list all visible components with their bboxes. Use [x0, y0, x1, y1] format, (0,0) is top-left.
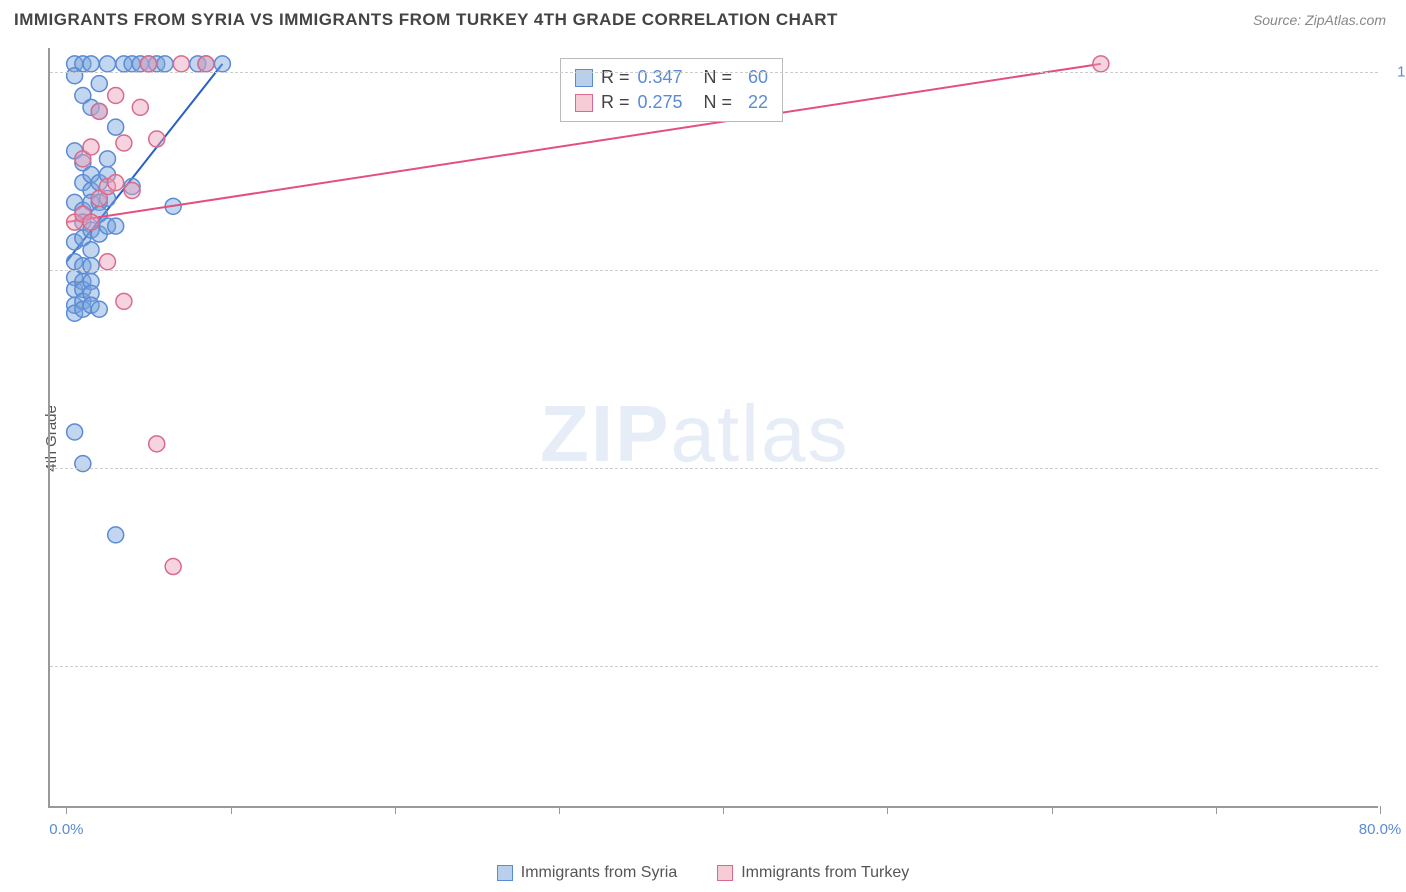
chart-source: Source: ZipAtlas.com — [1253, 12, 1386, 28]
x-tick — [1380, 806, 1381, 814]
gridline — [50, 72, 1378, 73]
data-point — [165, 559, 181, 575]
data-point — [116, 135, 132, 151]
data-point — [67, 424, 83, 440]
scatter-svg — [50, 48, 1378, 806]
data-point — [149, 436, 165, 452]
y-tick-label: 100.0% — [1388, 63, 1406, 80]
data-point — [141, 56, 157, 72]
x-tick-label: 0.0% — [49, 821, 83, 838]
x-tick — [395, 806, 396, 814]
stats-row: R = 0.347 N = 60 — [575, 65, 768, 90]
y-tick-label: 92.5% — [1388, 657, 1406, 674]
x-tick — [559, 806, 560, 814]
legend-swatch — [575, 94, 593, 112]
data-point — [83, 258, 99, 274]
data-point — [91, 76, 107, 92]
data-point — [173, 56, 189, 72]
gridline — [50, 666, 1378, 667]
legend-item: Immigrants from Syria — [497, 864, 677, 882]
data-point — [214, 56, 230, 72]
legend-label: Immigrants from Syria — [521, 864, 677, 882]
data-point — [83, 56, 99, 72]
data-point — [108, 88, 124, 104]
data-point — [99, 151, 115, 167]
data-point — [132, 99, 148, 115]
legend-swatch — [497, 865, 513, 881]
plot-area: ZIPatlas R =0.347N =60R =0.275N =22 100.… — [48, 48, 1378, 808]
stats-n-value: 60 — [740, 67, 768, 88]
x-tick — [887, 806, 888, 814]
data-point — [108, 175, 124, 191]
data-point — [75, 456, 91, 472]
stats-row: R = 0.275 N = 22 — [575, 90, 768, 115]
stats-r-value: 0.347 — [638, 67, 696, 88]
stats-n-label: N = — [704, 67, 733, 88]
x-tick — [66, 806, 67, 814]
data-point — [99, 56, 115, 72]
stats-legend-box: R = 0.347 N = 60 R = 0.275 N = 22 — [560, 58, 783, 122]
stats-n-value: 22 — [740, 92, 768, 113]
data-point — [91, 103, 107, 119]
legend-item: Immigrants from Turkey — [717, 864, 909, 882]
data-point — [91, 301, 107, 317]
gridline — [50, 468, 1378, 469]
x-tick — [231, 806, 232, 814]
legend-swatch — [717, 865, 733, 881]
bottom-legend: Immigrants from Syria Immigrants from Tur… — [0, 864, 1406, 882]
stats-r-label: R = — [601, 67, 630, 88]
x-tick-label: 80.0% — [1359, 821, 1402, 838]
y-tick-label: 95.0% — [1388, 459, 1406, 476]
data-point — [99, 254, 115, 270]
chart-title: IMMIGRANTS FROM SYRIA VS IMMIGRANTS FROM… — [14, 10, 838, 30]
y-tick-label: 97.5% — [1388, 261, 1406, 278]
data-point — [149, 131, 165, 147]
legend-label: Immigrants from Turkey — [741, 864, 909, 882]
gridline — [50, 270, 1378, 271]
data-point — [116, 293, 132, 309]
stats-r-label: R = — [601, 92, 630, 113]
chart-header: IMMIGRANTS FROM SYRIA VS IMMIGRANTS FROM… — [0, 0, 1406, 35]
data-point — [1093, 56, 1109, 72]
data-point — [108, 119, 124, 135]
data-point — [108, 527, 124, 543]
stats-r-value: 0.275 — [638, 92, 696, 113]
x-tick — [1052, 806, 1053, 814]
x-tick — [1216, 806, 1217, 814]
data-point — [124, 183, 140, 199]
data-point — [198, 56, 214, 72]
data-point — [108, 218, 124, 234]
stats-n-label: N = — [704, 92, 733, 113]
data-point — [157, 56, 173, 72]
x-tick — [723, 806, 724, 814]
data-point — [83, 214, 99, 230]
data-point — [83, 139, 99, 155]
data-point — [83, 242, 99, 258]
